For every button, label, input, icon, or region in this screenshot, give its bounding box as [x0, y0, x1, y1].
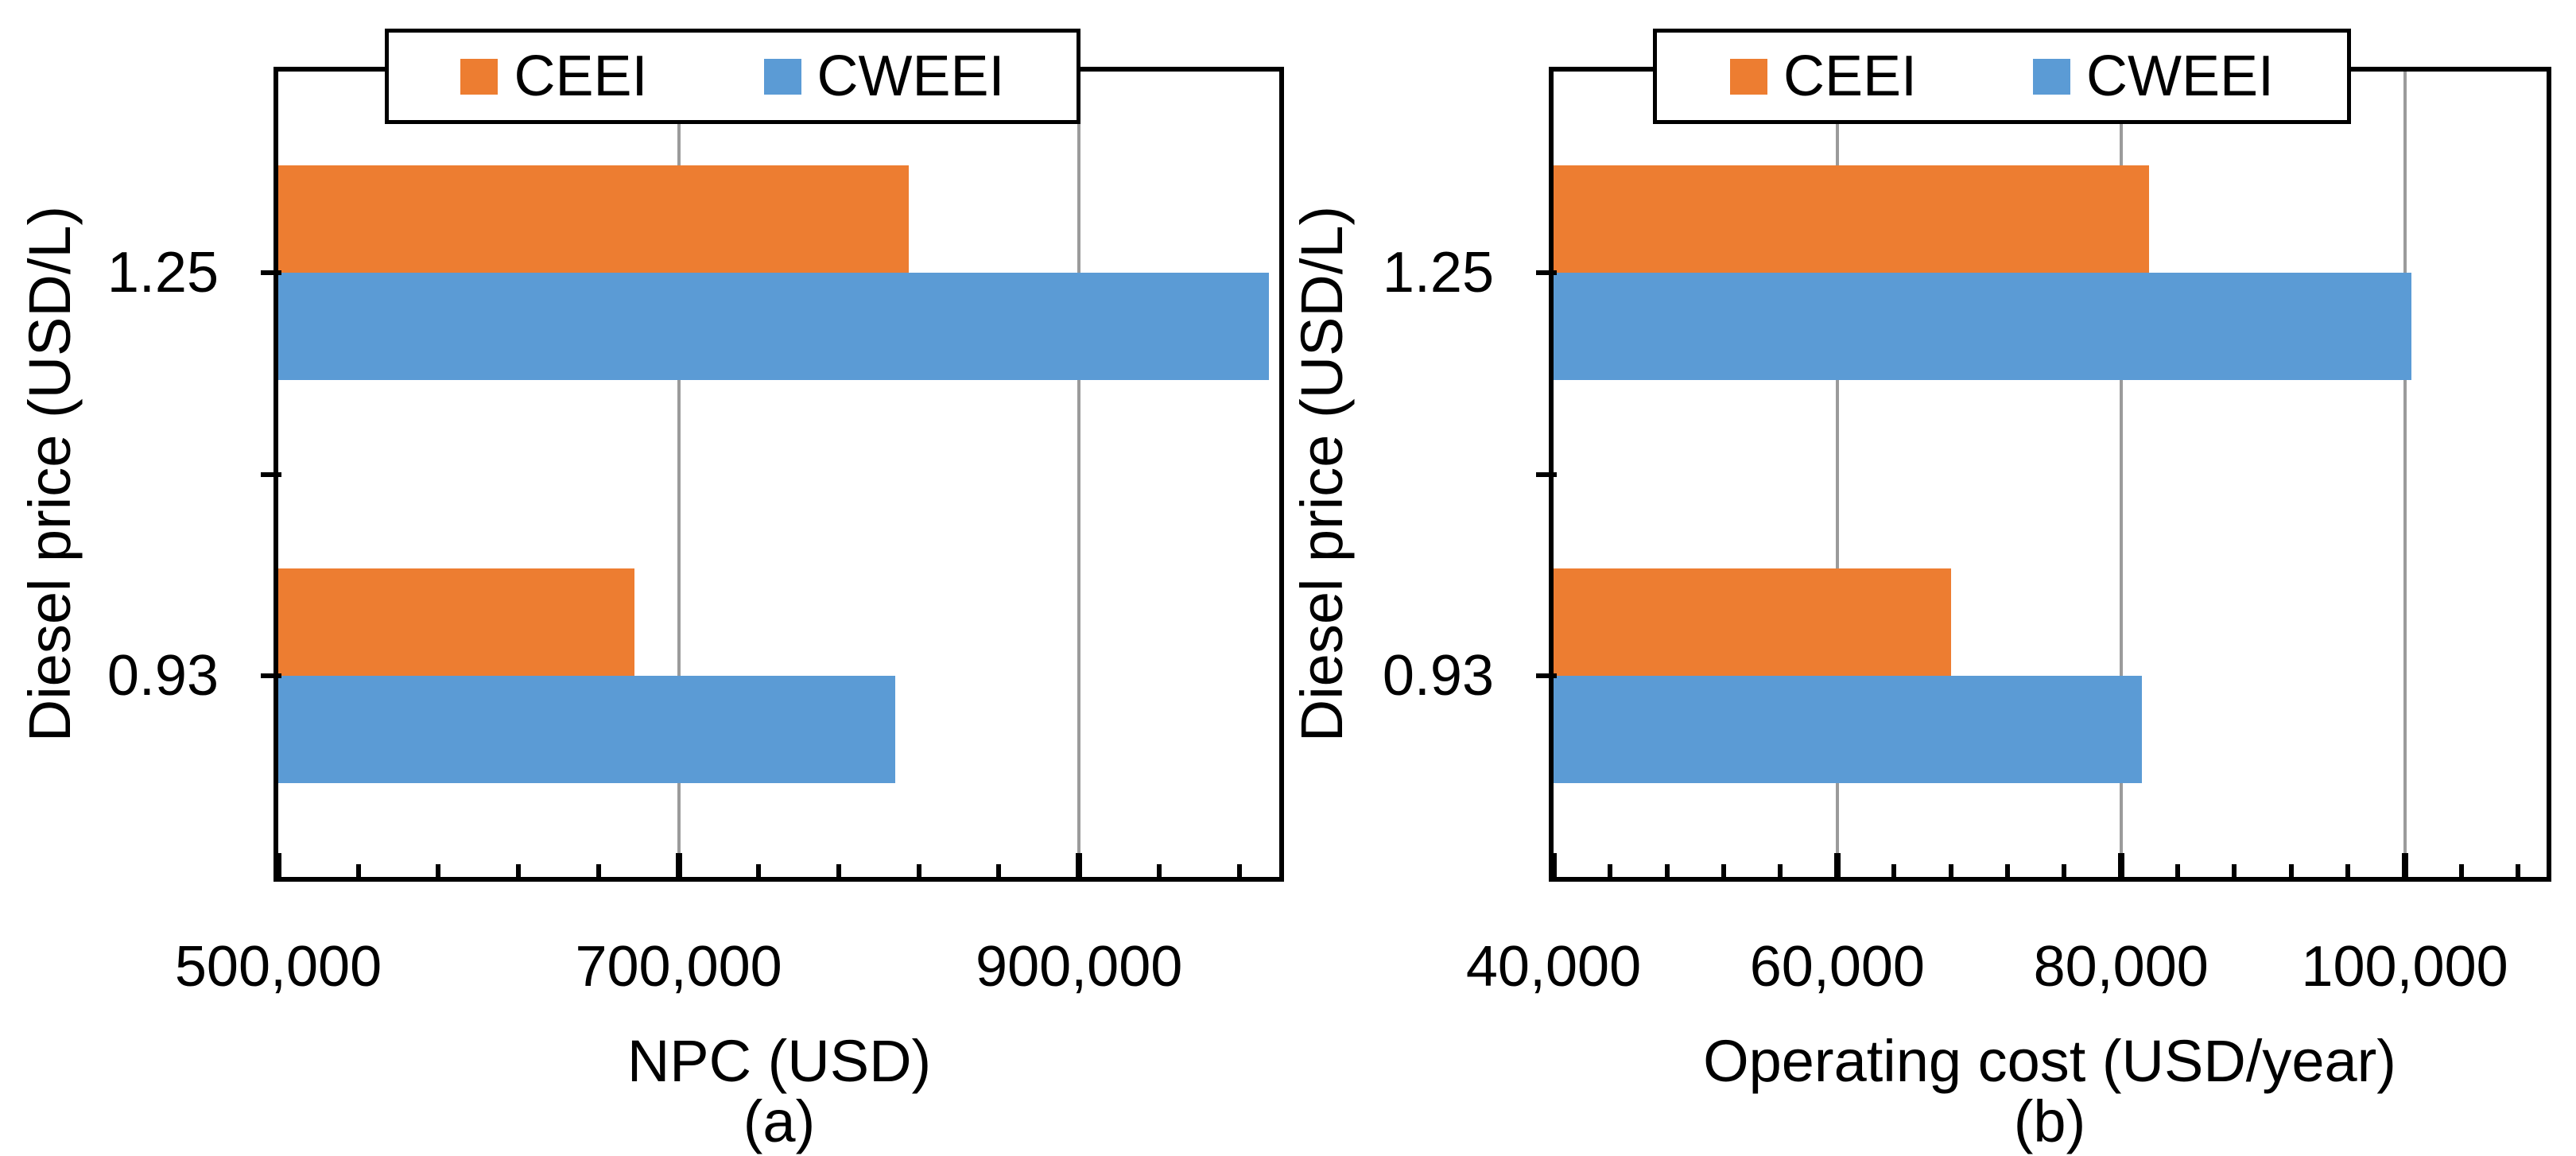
gridline-100000: [2403, 72, 2407, 877]
y-axis-tick: [261, 673, 281, 678]
y-axis-tick: [1536, 673, 1557, 678]
legend-swatch-ceei: [460, 58, 499, 95]
x-minor-tick-820000: [916, 864, 921, 877]
x-minor-tick-980000: [1236, 864, 1242, 877]
legend-entry-cweei: CWEEI: [763, 44, 1005, 109]
y-category-label-1.25: 1.25: [1382, 241, 1494, 305]
legend-swatch-cweei: [763, 58, 801, 95]
x-major-tick-700000: [675, 853, 682, 877]
y-axis-title-a: Diesel price (USD/L): [15, 76, 83, 871]
bar-cweei-1.25: [278, 273, 1270, 381]
bar-ceei-1.25: [278, 165, 910, 273]
legend-label-cweei: CWEEI: [2086, 45, 2275, 108]
legend-label-cweei: CWEEI: [817, 45, 1005, 108]
x-tick-label-100000: 100,000: [2301, 935, 2508, 999]
y-category-label-0.93: 0.93: [107, 643, 219, 708]
panel-label-b: (b): [2013, 1088, 2086, 1154]
x-minor-tick-68000: [1948, 864, 1953, 877]
x-minor-tick-620000: [516, 864, 522, 877]
legend-b: CEEI CWEEI: [1653, 29, 2351, 124]
bar-ceei-0.93: [278, 568, 635, 676]
bar-ceei-0.93: [1554, 568, 1951, 676]
legend-entry-ceei: CEEI: [460, 44, 648, 109]
x-tick-label-60000: 60,000: [1749, 935, 1925, 999]
y-axis-tick: [1536, 471, 1557, 477]
x-minor-tick-44000: [1608, 864, 1613, 877]
x-minor-tick-64000: [1891, 864, 1897, 877]
panel-label-a: (a): [743, 1088, 816, 1154]
x-major-tick-100000: [2401, 853, 2408, 877]
x-tick-label-80000: 80,000: [2033, 935, 2209, 999]
plot-area-a: [274, 67, 1284, 882]
y-category-label-0.93: 0.93: [1382, 643, 1494, 708]
x-minor-tick-740000: [756, 864, 762, 877]
x-major-tick-40000: [1550, 853, 1557, 877]
legend-a: CEEI CWEEI: [385, 29, 1080, 124]
legend-entry-ceei: CEEI: [1729, 44, 1918, 109]
x-minor-tick-88000: [2232, 864, 2237, 877]
x-minor-tick-108000: [2516, 864, 2521, 877]
bar-cweei-1.25: [1554, 273, 2412, 381]
x-minor-tick-860000: [996, 864, 1002, 877]
x-tick-label-500000: 500,000: [174, 935, 382, 999]
x-minor-tick-540000: [355, 864, 361, 877]
x-minor-tick-76000: [2062, 864, 2067, 877]
gridline-80000: [2119, 72, 2123, 877]
x-axis-title-b: Operating cost (USD/year): [1703, 1028, 2396, 1094]
x-minor-tick-92000: [2288, 864, 2294, 877]
legend-entry-cweei: CWEEI: [2033, 44, 2274, 109]
x-minor-tick-940000: [1156, 864, 1162, 877]
y-axis-tick: [261, 471, 281, 477]
x-minor-tick-52000: [1721, 864, 1727, 877]
x-major-tick-500000: [275, 853, 281, 877]
x-tick-label-900000: 900,000: [976, 935, 1183, 999]
legend-swatch-cweei: [2033, 58, 2071, 95]
plot-area-b: [1549, 67, 2551, 882]
x-minor-tick-84000: [2175, 864, 2181, 877]
gridline-900000: [1077, 72, 1081, 877]
legend-label-ceei: CEEI: [1783, 45, 1918, 108]
x-minor-tick-780000: [836, 864, 842, 877]
x-minor-tick-56000: [1778, 864, 1783, 877]
bar-cweei-0.93: [278, 675, 895, 783]
x-tick-label-700000: 700,000: [575, 935, 782, 999]
x-minor-tick-104000: [2458, 864, 2464, 877]
x-major-tick-80000: [2117, 853, 2124, 877]
x-minor-tick-96000: [2345, 864, 2351, 877]
y-axis-title-b: Diesel price (USD/L): [1287, 76, 1356, 871]
x-minor-tick-580000: [436, 864, 441, 877]
gridline-60000: [1835, 72, 1839, 877]
x-tick-label-40000: 40,000: [1465, 935, 1642, 999]
gridline-700000: [677, 72, 681, 877]
x-major-tick-900000: [1076, 853, 1083, 877]
y-axis-tick: [261, 270, 281, 276]
x-minor-tick-72000: [2004, 864, 2010, 877]
x-minor-tick-660000: [596, 864, 601, 877]
legend-label-ceei: CEEI: [514, 45, 648, 108]
x-axis-title-a: NPC (USD): [627, 1028, 932, 1094]
y-axis-tick: [1536, 270, 1557, 276]
bar-cweei-0.93: [1554, 675, 2143, 783]
x-minor-tick-48000: [1664, 864, 1670, 877]
x-major-tick-60000: [1833, 853, 1841, 877]
y-category-label-1.25: 1.25: [107, 241, 219, 305]
legend-swatch-ceei: [1729, 58, 1767, 95]
bar-ceei-1.25: [1554, 165, 2150, 273]
